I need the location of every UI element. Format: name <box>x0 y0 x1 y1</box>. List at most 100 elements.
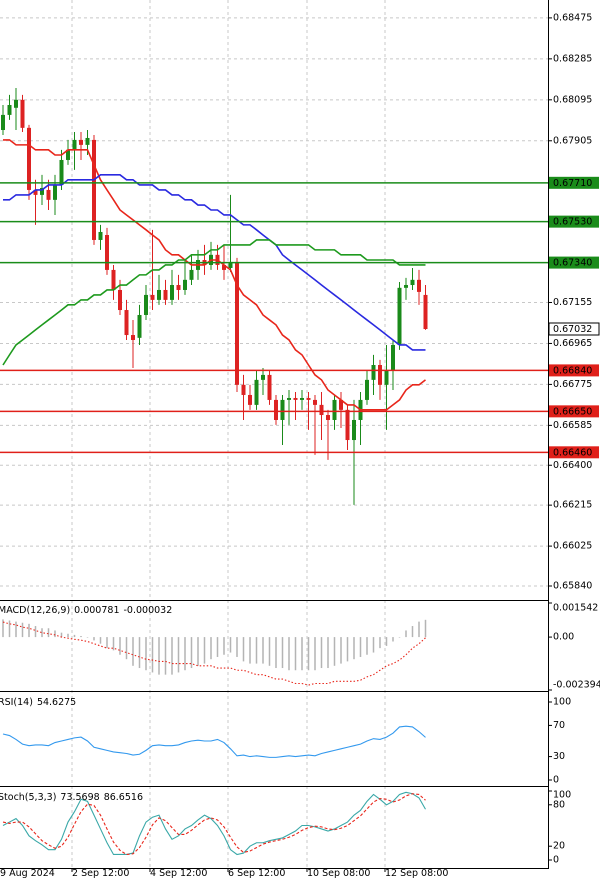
moving-average <box>3 139 426 411</box>
histogram-bar <box>171 637 173 675</box>
candle-body <box>306 397 311 400</box>
histogram-bar <box>314 637 316 671</box>
level-label: 0.66650 <box>553 406 592 417</box>
candle-body <box>72 139 77 150</box>
histogram-bar <box>229 637 232 653</box>
y-tick-label: 0.67155 <box>553 297 592 308</box>
y-tick-label: -0.002394 <box>553 680 600 691</box>
histogram-bar <box>67 633 69 638</box>
y-tick-label: 0.66965 <box>553 338 592 349</box>
candle-body <box>410 279 415 286</box>
candle-body <box>170 285 174 300</box>
level-box <box>549 176 599 189</box>
histogram-bar <box>210 637 212 660</box>
candle-body <box>378 365 382 385</box>
indicator-value: -0.000032 <box>124 605 173 616</box>
candle-body <box>105 234 109 270</box>
histogram-bar <box>132 637 134 666</box>
candle-body <box>345 409 350 441</box>
histogram-bar <box>190 637 193 669</box>
indicator-title: Stoch(5,3,3) <box>0 792 56 803</box>
candle-body <box>92 139 96 240</box>
y-tick-label: 0.65840 <box>553 580 592 591</box>
histogram-bar <box>424 619 427 638</box>
candle-body <box>79 139 83 145</box>
indicator-line <box>2 793 426 856</box>
candle-body <box>150 294 155 300</box>
y-tick-label: 0.67905 <box>553 135 592 146</box>
histogram-bar <box>301 637 303 671</box>
grid-layer <box>0 0 548 868</box>
y-tick-label: 0 <box>553 855 559 866</box>
histogram-bar <box>138 637 141 669</box>
candle-body <box>332 399 337 420</box>
level-label: 0.66460 <box>553 447 592 458</box>
candle-body <box>118 289 122 311</box>
indicator-line <box>2 621 426 686</box>
histogram-bar <box>249 637 251 664</box>
candle-body <box>33 189 38 195</box>
histogram-bar <box>353 637 355 660</box>
x-tick-label: 2 Sep 12:00 <box>72 868 129 878</box>
candle-body <box>384 369 389 385</box>
y-tick-label: 0.66585 <box>553 420 592 431</box>
histogram-bar <box>268 637 271 666</box>
candle-body <box>423 294 428 329</box>
candle-body <box>144 294 148 315</box>
indicator-title: MACD(12,26,9) <box>0 605 70 616</box>
histogram-bar <box>236 637 238 657</box>
candle-body <box>319 404 324 416</box>
level-label: 0.67530 <box>553 217 592 228</box>
histogram-bar <box>307 637 310 671</box>
histogram-bar <box>145 637 147 671</box>
candle-body <box>235 261 239 385</box>
candle-body <box>417 279 421 292</box>
histogram-bar <box>203 637 206 664</box>
level-box <box>549 256 599 269</box>
candle-body <box>352 419 356 441</box>
indicator-header: Stoch(5,3,3) 73.5698 86.6516 <box>0 792 143 803</box>
moving-average <box>3 174 426 351</box>
histogram-bar <box>86 637 89 638</box>
histogram-bar <box>327 637 329 669</box>
histogram-bar <box>112 637 115 651</box>
level-box <box>549 215 599 228</box>
histogram-bar <box>8 620 11 638</box>
histogram-bar <box>223 637 225 655</box>
histogram-bar <box>164 637 167 675</box>
candle-body <box>59 159 64 185</box>
histogram-bar <box>242 637 245 662</box>
y-tick-label: 0.66215 <box>553 500 592 511</box>
histogram-bar <box>177 637 180 673</box>
candle-body <box>85 137 90 145</box>
candle-body <box>228 261 233 268</box>
histogram-bar <box>294 637 297 671</box>
histogram-bar <box>216 637 219 657</box>
x-tick-label: 9 Aug 2024 <box>0 868 55 878</box>
candle-body <box>66 149 70 160</box>
histogram-bar <box>288 637 290 671</box>
level-box <box>549 405 599 418</box>
candle-body <box>163 289 168 300</box>
x-tick-label: 10 Sep 08:00 <box>307 868 370 878</box>
histogram-bar <box>2 619 4 638</box>
histogram-bar <box>392 637 394 642</box>
histogram-bar <box>28 623 30 638</box>
candle-body <box>222 264 226 270</box>
histogram-bar <box>255 637 258 664</box>
candle-body <box>404 285 408 288</box>
candle-body <box>7 104 12 115</box>
x-tick-label: 4 Sep 12:00 <box>150 868 207 878</box>
histogram-bar <box>99 637 102 644</box>
histogram-bar <box>385 637 388 646</box>
marks-layer <box>0 87 548 856</box>
candle-body <box>365 379 369 400</box>
candle-body <box>137 314 142 338</box>
candle-body <box>40 187 44 195</box>
histogram-bar <box>320 637 323 669</box>
candle-body <box>176 285 181 290</box>
histogram-bar <box>379 637 381 649</box>
candle-body <box>20 99 25 128</box>
